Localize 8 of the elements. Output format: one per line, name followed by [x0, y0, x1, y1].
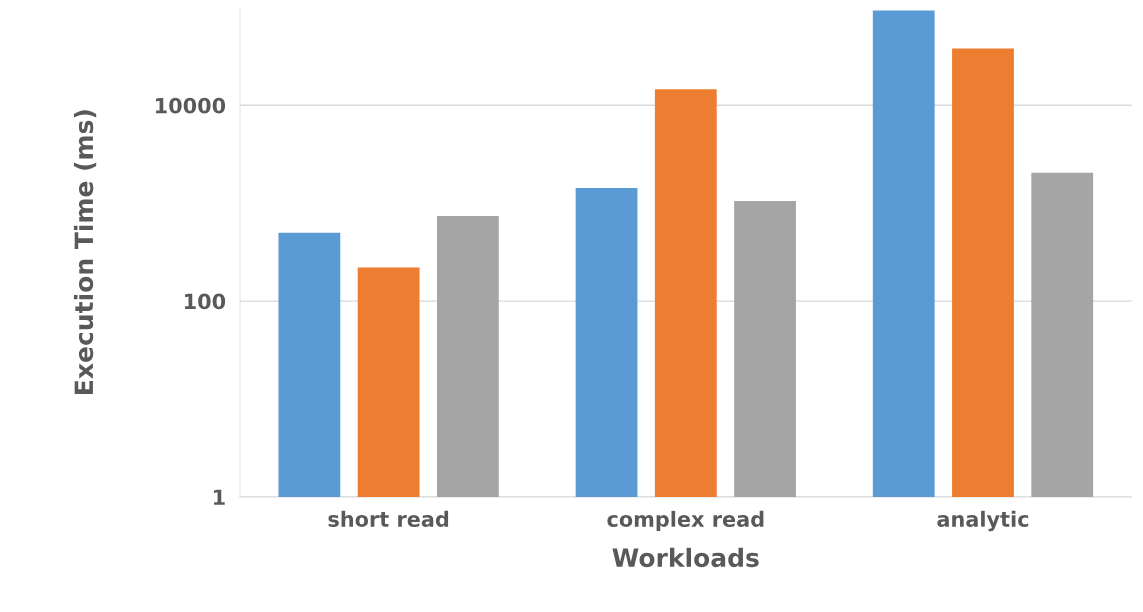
x-axis-title: Workloads: [612, 547, 759, 568]
y-tick-label: 100: [185, 293, 226, 310]
y-tick-label: 1: [214, 489, 225, 505]
y-axis-title: Execution Time (ms): [73, 110, 97, 394]
y-tick-label: 10000: [156, 97, 226, 114]
x-tick-label: short read: [328, 510, 449, 527]
x-tick-label: analytic: [937, 510, 1029, 532]
x-tick-label: complex read: [607, 510, 764, 531]
